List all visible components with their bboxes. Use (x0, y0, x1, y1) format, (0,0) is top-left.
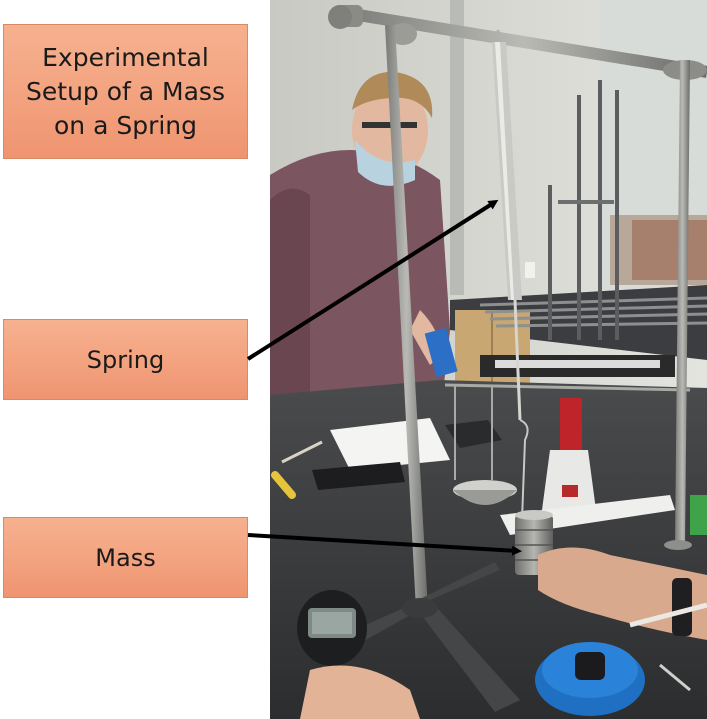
title-label-box: Experimental Setup of a Mass on a Spring (3, 24, 248, 159)
left-hand (300, 665, 420, 719)
spring-label-text: Spring (86, 345, 165, 374)
lab-photo (270, 0, 707, 719)
spring-label-box: Spring (3, 319, 248, 400)
mass-label-box: Mass (3, 517, 248, 598)
paper (330, 418, 450, 470)
tape-measure (535, 602, 707, 716)
title-text: Experimental Setup of a Mass on a Spring (26, 42, 225, 140)
stopwatch (297, 590, 367, 666)
mass-label-text: Mass (95, 543, 156, 572)
spring (492, 30, 529, 521)
